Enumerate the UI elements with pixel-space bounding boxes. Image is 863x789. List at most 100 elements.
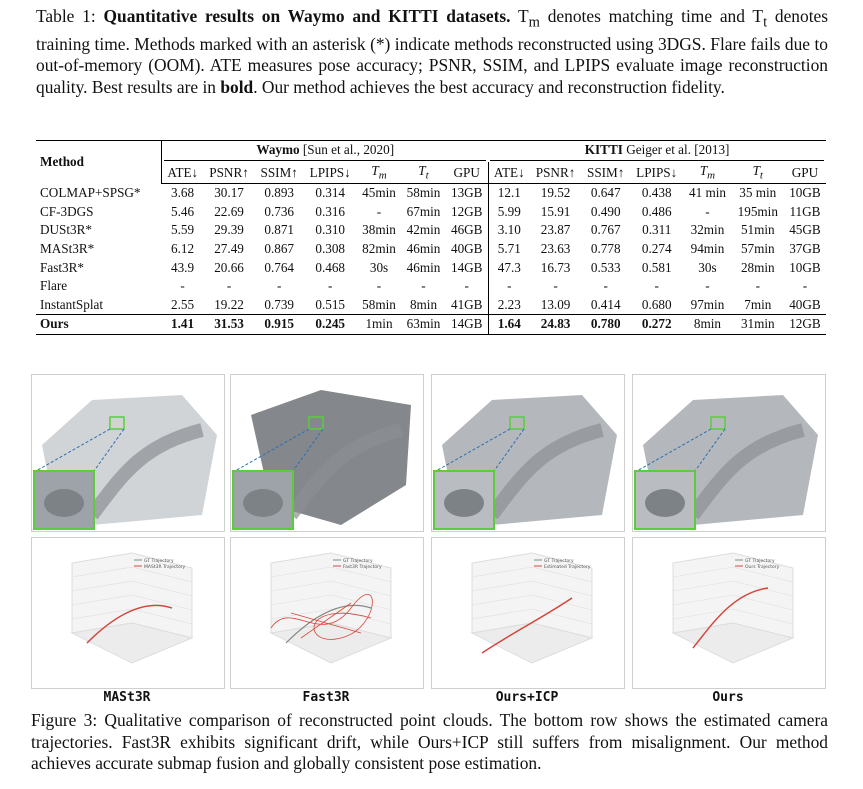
value-cell: 46min bbox=[406, 259, 441, 275]
zoom-line bbox=[35, 428, 111, 472]
pane-line bbox=[531, 608, 593, 625]
value-cell: - bbox=[705, 278, 710, 294]
value-cell: 40GB bbox=[789, 296, 821, 312]
value-cell: 22.69 bbox=[214, 203, 244, 219]
value-cell: 46GB bbox=[450, 222, 483, 238]
value-cell: 37GB bbox=[789, 241, 821, 257]
method-cell: MASt3R* bbox=[40, 241, 95, 257]
zoom-line bbox=[292, 428, 324, 472]
caption-run: denotes matching time and T bbox=[539, 6, 764, 26]
value-cell: 63min bbox=[401, 314, 446, 335]
column-text: SSIM↑ bbox=[260, 164, 298, 180]
table-caption: Table 1: Quantitative results on Waymo a… bbox=[36, 6, 828, 98]
pane-line bbox=[672, 608, 734, 620]
results-table: Method Waymo [Sun et al., 2020] KITTI Geig… bbox=[36, 140, 826, 335]
column-text: GPU bbox=[791, 164, 819, 180]
value-cell: 5.46 bbox=[170, 203, 195, 219]
value-cell: 12GB bbox=[783, 314, 826, 335]
pane-line bbox=[270, 580, 332, 592]
scene-render bbox=[232, 390, 411, 530]
column-header: Tt bbox=[401, 162, 446, 184]
column-text: SSIM↑ bbox=[587, 164, 625, 180]
value-cell: 5.99 bbox=[487, 202, 530, 222]
est-curve bbox=[270, 594, 373, 640]
value-cell: 3.68 bbox=[170, 185, 195, 201]
legend-label: Fast3R Trajectory bbox=[343, 564, 382, 570]
value-cell: 0.490 bbox=[590, 203, 621, 219]
value-cell: 8min bbox=[683, 314, 732, 335]
floor-pane bbox=[470, 622, 594, 664]
value-cell: 47.3 bbox=[487, 258, 530, 277]
header-row: Method Waymo [Sun et al., 2020] KITTI Geig… bbox=[36, 140, 826, 184]
caption-run: denotes training time. Methods marked wi… bbox=[36, 6, 829, 97]
pane-line bbox=[131, 594, 193, 611]
scene-render bbox=[433, 395, 617, 530]
pane-line bbox=[531, 580, 593, 597]
column-header: PSNR↑ bbox=[529, 162, 582, 184]
value-cell: 14GB bbox=[445, 314, 489, 335]
value-cell: 8min bbox=[409, 296, 438, 312]
value-cell: 0.739 bbox=[264, 296, 295, 312]
caption-run: Table 1: bbox=[36, 6, 104, 26]
group-header: Waymo [Sun et al., 2020] bbox=[162, 141, 489, 163]
value-cell: 35 min bbox=[739, 185, 777, 201]
value-cell: - bbox=[376, 278, 382, 294]
zoom-line bbox=[493, 428, 525, 472]
value-cell: 46min bbox=[406, 241, 441, 257]
value-cell: - bbox=[327, 278, 333, 294]
value-cell: 1.41 bbox=[161, 314, 204, 335]
value-cell: - bbox=[705, 203, 710, 219]
value-cell: 82min bbox=[362, 241, 396, 257]
group-cite: Geiger et al. [2013] bbox=[622, 142, 730, 157]
value-cell: 23.63 bbox=[540, 241, 571, 257]
value-cell: 38min bbox=[362, 222, 396, 238]
method-cell: CF-3DGS bbox=[40, 203, 94, 219]
value-cell: 30.17 bbox=[214, 185, 244, 201]
point-cloud-image bbox=[230, 374, 424, 532]
value-cell: - bbox=[226, 278, 232, 294]
pane-line bbox=[531, 566, 593, 583]
table-row: DUSt3R* 5.59 29.39 0.871 0.310 38min 42min 46GB… bbox=[36, 221, 826, 240]
column-subscript: t bbox=[425, 169, 429, 182]
legend-label: GT Trajectory bbox=[343, 558, 373, 564]
value-cell: 0.915 bbox=[254, 314, 304, 335]
value-cell: 10GB bbox=[789, 259, 821, 275]
est-curve bbox=[86, 604, 173, 644]
pane-line bbox=[71, 580, 133, 592]
column-subscript: m bbox=[378, 169, 387, 182]
pane-line bbox=[672, 580, 734, 592]
column-header: SSIM↑ bbox=[254, 162, 304, 184]
panel-label: Ours bbox=[712, 690, 744, 705]
column-text: ATE↓ bbox=[493, 164, 525, 180]
road bbox=[486, 423, 604, 520]
value-cell: 0.316 bbox=[315, 203, 346, 219]
pane-line bbox=[672, 566, 734, 578]
pane-line bbox=[270, 608, 332, 620]
pane-line bbox=[330, 566, 392, 583]
method-cell: COLMAP+SPSG* bbox=[40, 185, 141, 201]
value-cell: - bbox=[464, 278, 469, 294]
value-cell: 0.867 bbox=[264, 241, 295, 257]
value-cell: 0.414 bbox=[590, 296, 621, 312]
method-cell: Fast3R* bbox=[40, 259, 84, 275]
figure-caption: Figure 3: Qualitative comparison of reco… bbox=[31, 710, 828, 773]
pane-line bbox=[471, 580, 533, 592]
est-curve bbox=[481, 597, 573, 654]
value-cell: 0.308 bbox=[315, 241, 346, 257]
value-cell: 0.764 bbox=[264, 259, 295, 275]
value-cell: 28min bbox=[740, 259, 775, 275]
value-cell: - bbox=[802, 278, 808, 294]
value-cell: 14GB bbox=[450, 259, 483, 275]
pane-line bbox=[732, 566, 794, 583]
value-cell: 0.736 bbox=[264, 203, 295, 219]
column-text: LPIPS↓ bbox=[636, 164, 678, 180]
panel-label: MASt3R bbox=[103, 690, 151, 705]
zoom-line bbox=[93, 428, 125, 472]
inset bbox=[33, 470, 95, 530]
group-underline: Waymo [Sun et al., 2020] bbox=[164, 142, 487, 161]
point-cloud-image bbox=[31, 374, 225, 532]
pane-line bbox=[471, 608, 533, 620]
legend-label: GT Trajectory bbox=[745, 558, 775, 564]
column-subscript: t bbox=[759, 169, 763, 182]
